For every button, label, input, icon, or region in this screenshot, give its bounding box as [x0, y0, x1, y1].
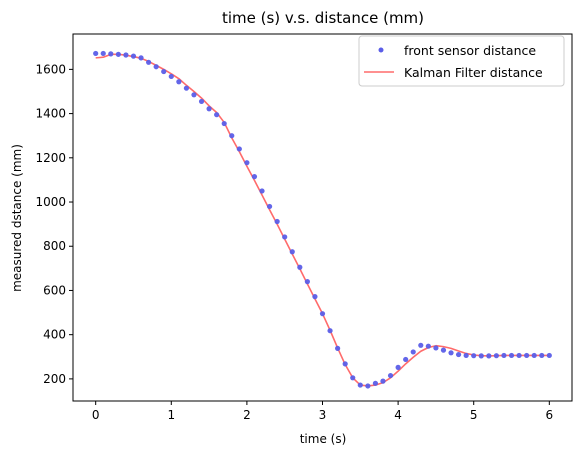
sensor-data-point [395, 364, 401, 370]
sensor-data-point [433, 345, 439, 351]
y-axis-label: measured dstance (mm) [10, 144, 24, 292]
sensor-data-point [130, 53, 137, 59]
sensor-data-point [146, 59, 152, 65]
sensor-data-point [259, 188, 265, 194]
plot-area [93, 50, 552, 389]
sensor-data-point [516, 352, 522, 359]
x-tick-label: 4 [394, 408, 402, 422]
sensor-data-point [251, 174, 258, 180]
y-tick-label: 600 [43, 283, 66, 297]
sensor-data-point [168, 73, 174, 80]
y-tick-label: 1200 [35, 151, 66, 165]
sensor-data-point [100, 50, 106, 57]
x-tick-label: 3 [319, 408, 327, 422]
x-tick-label: 1 [167, 408, 175, 422]
x-tick-label: 5 [470, 408, 478, 422]
sensor-data-point [342, 361, 348, 367]
sensor-data-point [274, 218, 280, 225]
sensor-data-point [463, 352, 469, 359]
sensor-data-point [501, 352, 507, 359]
sensor-data-point [493, 353, 499, 359]
sensor-data-point [123, 52, 129, 58]
sensor-data-point [327, 328, 333, 334]
sensor-data-point [153, 64, 159, 70]
y-axis-ticks: 200 400 600 800 1000 1200 1400 1600 [35, 62, 73, 386]
y-tick-label: 800 [43, 239, 66, 253]
sensor-data-point [214, 112, 220, 118]
sensor-data-point [297, 264, 303, 270]
sensor-data-point [183, 85, 190, 91]
sensor-data-point [440, 347, 447, 353]
sensor-data-point [244, 160, 250, 166]
sensor-data-point [455, 351, 462, 358]
sensor-data-point [93, 50, 99, 57]
legend-frame [358, 35, 565, 87]
sensor-data-point [221, 120, 227, 127]
sensor-data-point [508, 352, 515, 359]
sensor-data-point [108, 51, 114, 57]
sensor-data-point [138, 55, 144, 61]
axes-frame [72, 33, 573, 402]
sensor-data-point [486, 353, 492, 359]
sensor-data-point [471, 353, 477, 359]
x-tick-label: 0 [92, 408, 100, 422]
sensor-data-point [282, 234, 288, 240]
sensor-data-point [206, 106, 212, 112]
sensor-data-point [357, 382, 363, 388]
sensor-data-point [531, 352, 537, 359]
sensor-data-point [266, 203, 273, 210]
sensor-data-point [335, 345, 341, 351]
legend: front sensor distance Kalman Filter dist… [358, 35, 565, 87]
sensor-data-point [365, 383, 371, 389]
sensor-data-point [448, 350, 454, 356]
legend-marker-front-sensor [378, 47, 384, 53]
x-tick-label: 2 [243, 408, 251, 422]
y-tick-label: 1600 [35, 62, 66, 76]
sensor-data-point [304, 279, 310, 285]
x-axis-ticks: 0 1 2 3 4 5 6 [92, 401, 553, 422]
sensor-data-point [312, 294, 318, 300]
sensor-data-point [387, 372, 394, 379]
sensor-data-point [176, 79, 182, 85]
sensor-data-point [372, 380, 379, 386]
sensor-data-point [161, 68, 167, 75]
y-tick-label: 1400 [35, 107, 66, 121]
sensor-data-point [229, 133, 235, 139]
sensor-data-point [425, 343, 431, 349]
sensor-data-point [546, 352, 552, 359]
x-tick-label: 6 [545, 408, 553, 422]
sensor-data-point [350, 375, 356, 381]
sensor-data-point [524, 352, 530, 359]
sensor-data-point [191, 92, 197, 98]
sensor-data-point [319, 311, 326, 317]
sensor-data-point [198, 98, 205, 105]
sensor-data-point [478, 353, 484, 359]
sensor-data-point [418, 342, 424, 348]
y-tick-label: 400 [43, 328, 66, 342]
sensor-data-point [539, 352, 545, 359]
y-tick-label: 1000 [35, 195, 66, 209]
x-axis-label: time (s) [300, 432, 347, 446]
sensor-data-point [403, 356, 409, 363]
sensor-data-point [236, 146, 242, 152]
sensor-data-point [289, 249, 295, 255]
y-tick-label: 200 [43, 372, 66, 386]
sensor-data-point [410, 349, 416, 355]
chart-title: time (s) v.s. distance (mm) [222, 9, 424, 27]
legend-label-kalman: Kalman Filter distance [404, 65, 543, 80]
legend-label-front-sensor: front sensor distance [404, 43, 536, 58]
sensor-data-point [380, 378, 386, 384]
sensor-data-point [115, 51, 121, 57]
